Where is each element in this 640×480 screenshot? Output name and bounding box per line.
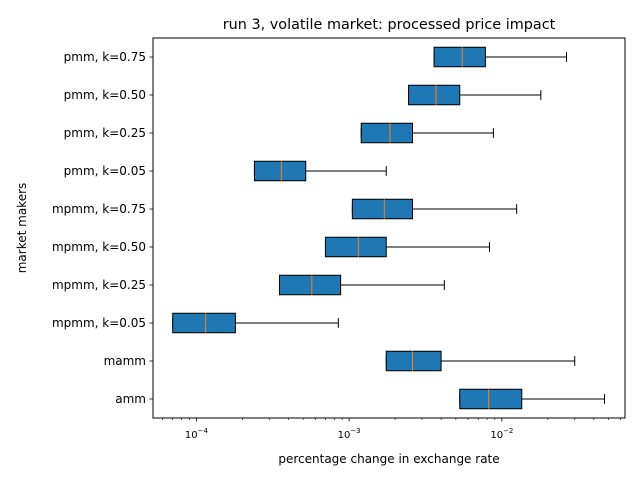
x-tick-label: 10−3 [338,427,361,441]
x-axis-label: percentage change in exchange rate [278,452,499,466]
y-category-label: amm [115,392,146,406]
y-category-label: pmm, k=0.75 [64,50,146,64]
y-category-label: mpmm, k=0.75 [52,202,146,216]
box-iqr [459,388,523,410]
y-category-label: pmm, k=0.25 [64,126,146,140]
box-iqr [253,160,307,182]
box-iqr [360,122,414,144]
y-category-label: pmm, k=0.05 [64,164,146,178]
chart-title: run 3, volatile market: processed price … [223,17,556,33]
y-category-label: mpmm, k=0.50 [52,240,146,254]
x-tick-label: 10−2 [490,427,513,441]
axes-frame [152,37,626,419]
y-category-label: mpmm, k=0.25 [52,278,146,292]
box-iqr [408,84,461,106]
y-category-label: mamm [104,354,146,368]
box-iqr [433,46,486,68]
box-iqr [278,274,342,296]
y-category-label: mpmm, k=0.05 [52,316,146,330]
box-iqr [351,198,414,220]
box-iqr [385,350,442,372]
box-iqr [172,312,236,334]
y-axis-label: market makers [15,183,29,274]
box-iqr [324,236,387,258]
y-category-label: pmm, k=0.50 [64,88,146,102]
x-tick-label: 10−4 [185,427,209,441]
plot-area: 10−4 10−3 10−2 pmm, k=0.75 pmm, k=0.50 pmm, k… [52,46,622,441]
